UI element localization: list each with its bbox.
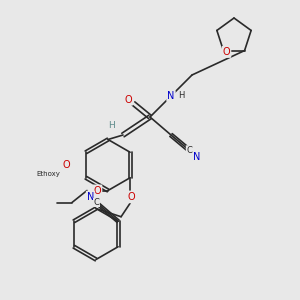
Text: C: C [187, 146, 193, 155]
Text: N: N [167, 91, 175, 101]
Text: H: H [109, 122, 116, 130]
Text: H: H [108, 121, 115, 130]
Text: C: C [94, 198, 99, 207]
Text: O: O [128, 192, 135, 202]
Text: Ethoxy: Ethoxy [36, 171, 60, 177]
Text: N: N [193, 152, 200, 162]
Text: O: O [62, 160, 70, 170]
Text: N: N [87, 192, 94, 202]
Text: O: O [223, 47, 230, 57]
Text: O: O [94, 185, 101, 196]
Text: H: H [178, 92, 185, 100]
Text: O: O [124, 94, 132, 105]
